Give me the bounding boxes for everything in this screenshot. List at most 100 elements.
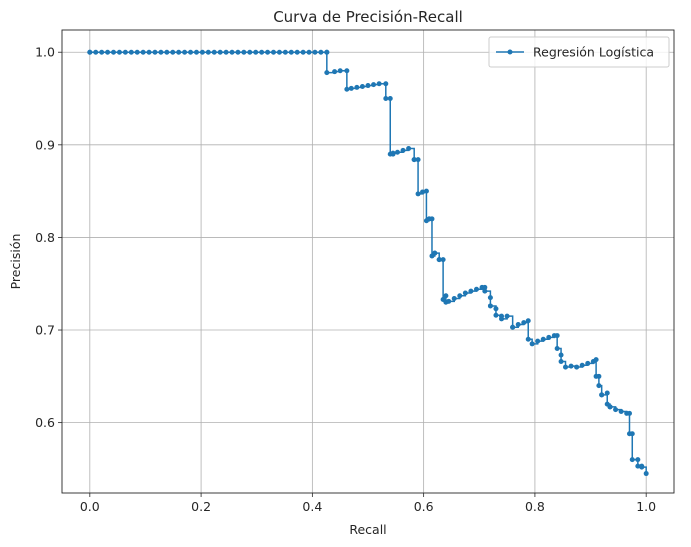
data-point [443,293,449,299]
data-point [140,49,146,55]
data-point [604,390,610,396]
data-point [574,364,580,370]
data-point [493,312,499,318]
data-point [643,471,649,477]
x-tick-label: 0.6 [414,499,434,514]
data-point [546,334,552,340]
data-point [87,49,93,55]
data-point [146,49,152,55]
data-point [93,49,99,55]
data-point [451,296,457,302]
chart-title: Curva de Precisión-Recall [273,8,463,26]
data-point [607,404,613,410]
data-point [182,49,188,55]
data-point [205,49,211,55]
data-point [554,333,560,339]
y-tick-label: 0.7 [35,323,55,338]
data-point [318,49,324,55]
data-point [440,257,446,263]
data-point [300,49,306,55]
y-tick-label: 1.0 [35,45,55,60]
data-point [332,69,338,75]
axes-frame [61,29,675,494]
data-point [415,191,421,197]
data-point [294,49,300,55]
data-point [387,96,393,102]
data-point [229,49,235,55]
axis-ticks: 0.0 0.2 0.4 0.6 0.8 1.0 0.6 0.7 0.8 0.9 1.0 [35,45,656,514]
x-tick-label: 0.2 [191,499,211,514]
data-point [626,410,632,416]
data-point [599,392,605,398]
data-point [406,146,412,152]
data-point [111,49,117,55]
data-point [411,157,417,163]
data-point [596,383,602,389]
data-point [487,295,493,301]
data-point [337,68,343,74]
data-point [176,49,182,55]
data-point [629,431,635,437]
data-point [344,68,350,74]
legend-label: Regresión Logística [533,45,654,60]
data-point [390,150,396,156]
data-point [170,49,176,55]
data-point [282,49,288,55]
data-point [593,357,599,363]
data-point [158,49,164,55]
data-point [383,81,389,87]
data-point [223,49,229,55]
data-point [457,293,463,299]
data-point [99,49,105,55]
data-point [529,341,535,347]
data-point [585,360,591,366]
data-point [394,149,400,155]
x-tick-label: 0.0 [80,499,100,514]
data-point [635,463,641,469]
data-point [415,157,421,163]
y-tick-label: 0.8 [35,230,55,245]
data-point [596,373,602,379]
legend: Regresión Logística [488,36,670,68]
data-point [253,49,259,55]
data-point [324,70,330,76]
data-point [134,49,140,55]
y-tick-label: 0.6 [35,415,55,430]
data-point [164,49,170,55]
data-point [554,346,560,352]
data-point [235,49,241,55]
data-point [468,288,474,294]
data-point [371,82,377,88]
data-point [613,407,619,413]
data-point [383,96,389,102]
data-point [128,49,134,55]
data-point [521,320,527,326]
data-point [504,313,510,319]
data-point [563,364,569,370]
data-point [265,49,271,55]
data-point [462,290,468,296]
data-point [423,188,429,194]
data-point [365,83,371,89]
data-point [420,189,426,195]
data-point [400,147,406,153]
data-point [432,250,438,256]
data-point [629,457,635,463]
x-axis-label: Recall [349,522,386,537]
series-layer [87,49,649,477]
data-point [348,85,354,91]
data-point [312,49,318,55]
data-point [217,49,223,55]
data-point [288,49,294,55]
data-point [188,49,194,55]
data-point [579,362,585,368]
data-point [199,49,205,55]
data-point [540,336,546,342]
data-point [525,318,531,324]
data-point [510,324,516,330]
data-point [116,49,122,55]
data-point [446,298,452,304]
data-point [324,49,330,55]
data-point [473,286,479,292]
